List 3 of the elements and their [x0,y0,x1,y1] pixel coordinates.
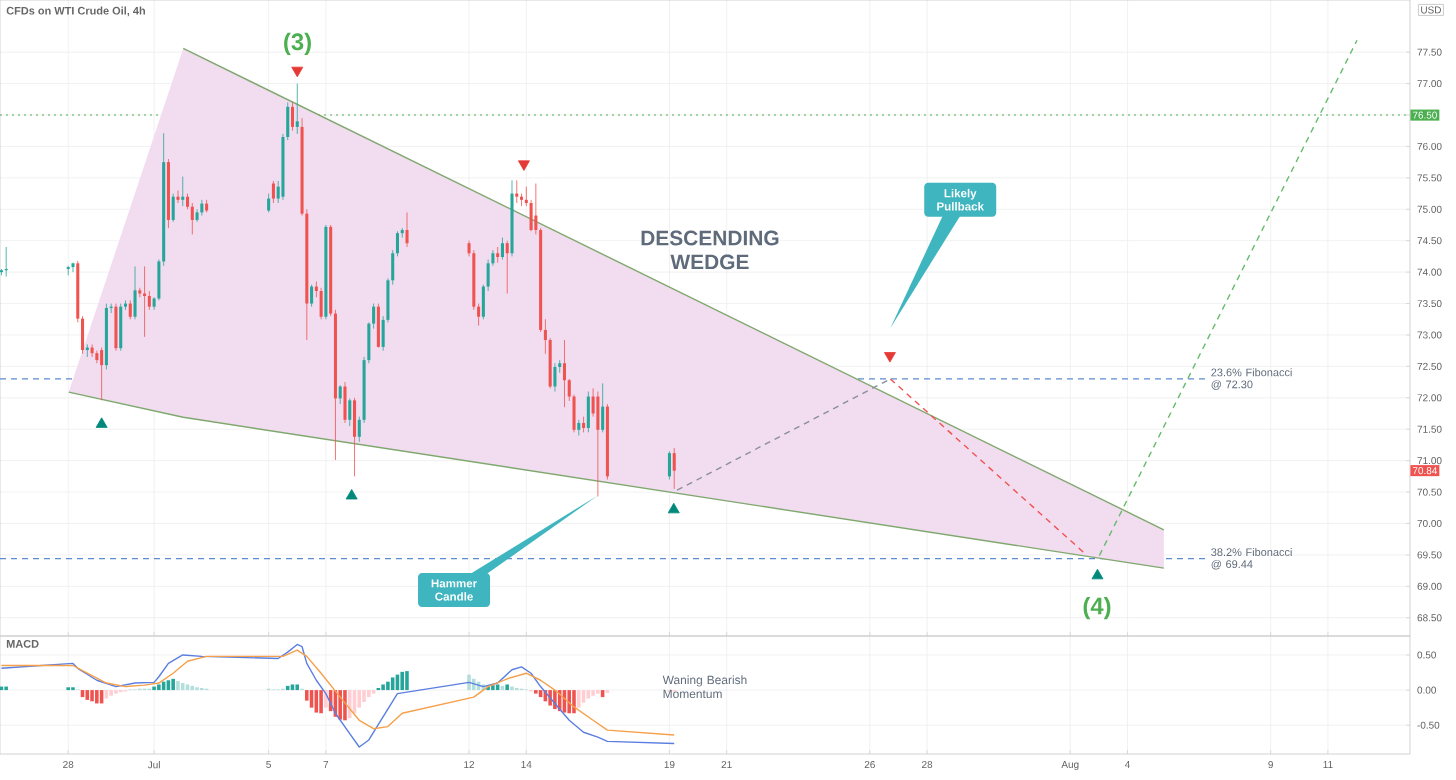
annotation: DESCENDING WEDGE [641,230,779,270]
annotation: (4) [1083,596,1111,620]
annotation: (3) [284,32,311,56]
